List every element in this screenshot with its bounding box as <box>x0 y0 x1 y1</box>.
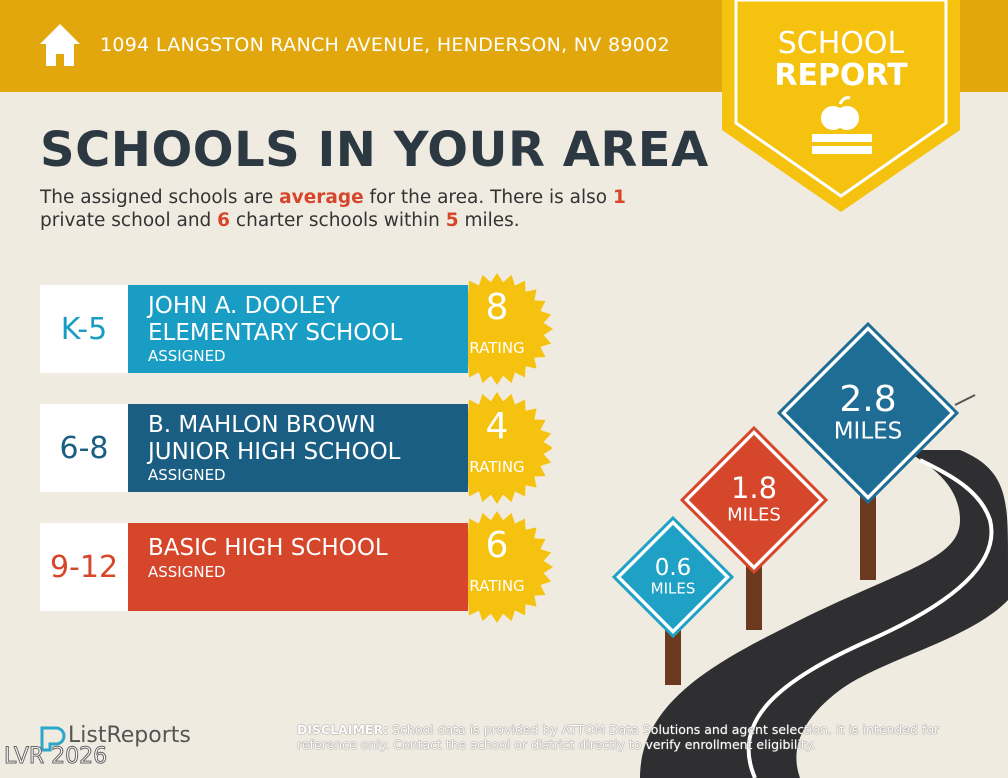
badge <box>722 0 960 212</box>
sign <box>615 519 731 635</box>
badge-line: SCHOOL <box>777 26 905 61</box>
sign-distance: 2.8 <box>839 379 896 420</box>
logo: ListReports <box>68 723 191 748</box>
sign-unit: MILES <box>651 580 696 598</box>
description-segment: 5 <box>445 210 459 231</box>
rating-label: RATING <box>469 339 524 357</box>
school-status: ASSIGNED <box>148 347 226 365</box>
rating-value: 6 <box>486 525 509 566</box>
rating-seal <box>441 511 553 623</box>
school-status: ASSIGNED <box>148 466 226 484</box>
badge-line: REPORT <box>774 58 908 93</box>
home-icon <box>40 24 80 66</box>
description-segment: 6 <box>217 210 231 231</box>
description-segment: The assigned schools are <box>40 187 280 208</box>
sign-unit: MILES <box>834 419 903 445</box>
apple-book-icon <box>812 96 872 154</box>
badge-border <box>734 0 948 198</box>
school-band: BASIC HIGH SCHOOL ASSIGNED <box>128 523 468 611</box>
school-name: B. MAHLON BROWN <box>148 412 376 438</box>
sign-unit: MILES <box>727 504 781 525</box>
sign <box>683 429 825 571</box>
badge-text: SCHOOL REPORT <box>722 28 960 92</box>
grade-box: 9-12 <box>40 523 128 611</box>
school-band: B. MAHLON BROWN JUNIOR HIGH SCHOOL ASSIGNE… <box>128 404 468 492</box>
sign-edge <box>611 515 735 639</box>
rating-seal <box>441 273 553 385</box>
logo-icon <box>40 726 66 752</box>
sign <box>780 325 956 501</box>
school-name: ELEMENTARY SCHOOL <box>148 320 403 346</box>
disclaimer-label: DISCLAIMER: <box>297 722 389 737</box>
description-segment: private school and <box>40 210 218 231</box>
disclaimer: DISCLAIMER: School data is provided by A… <box>297 722 967 752</box>
road <box>640 394 1008 778</box>
sign-edge <box>776 321 960 505</box>
address: 1094 LANGSTON RANCH AVENUE, HENDERSON, N… <box>100 34 670 56</box>
description: The assigned schools are average for the… <box>40 186 680 232</box>
description-segment: for the area. There is also <box>363 187 613 208</box>
rating-value: 4 <box>486 406 509 447</box>
school-name: JOHN A. DOOLEY <box>148 293 340 319</box>
sign-edge <box>679 425 829 575</box>
grade-box: K-5 <box>40 285 128 373</box>
school-band: JOHN A. DOOLEY ELEMENTARY SCHOOL ASSIGNED <box>128 285 468 373</box>
rating-label: RATING <box>469 577 524 595</box>
rating-label: RATING <box>469 458 524 476</box>
disclaimer-text: School data is provided by ATTOM Data So… <box>297 722 940 752</box>
school-name: BASIC HIGH SCHOOL <box>148 535 388 561</box>
description-segment: miles. <box>458 210 520 231</box>
school-name: JUNIOR HIGH SCHOOL <box>148 439 401 465</box>
school-status: ASSIGNED <box>148 563 226 581</box>
rating-value: 8 <box>486 287 509 328</box>
description-segment: 1 <box>612 187 626 208</box>
description-segment: average <box>279 187 364 208</box>
sign-distance: 1.8 <box>731 471 777 505</box>
watermark: LVR 2026 <box>3 744 108 770</box>
grade-box: 6-8 <box>40 404 128 492</box>
rating-seal <box>441 392 553 504</box>
sign-distance: 0.6 <box>655 555 692 581</box>
description-segment: charter schools within <box>230 210 446 231</box>
title: SCHOOLS IN YOUR AREA <box>40 122 709 178</box>
